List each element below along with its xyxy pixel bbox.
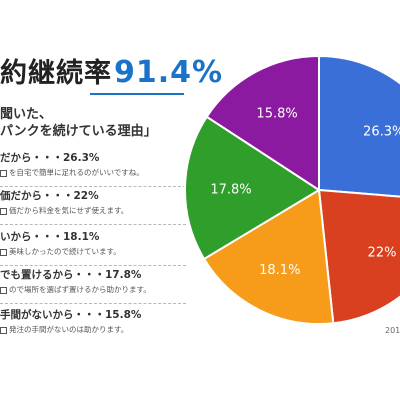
pie-slice-label: 18.1% [259,263,300,278]
checkbox-icon [0,326,7,334]
pie-slice-label: 15.8% [256,107,297,122]
headline-underline [90,93,184,95]
reason-desc-text: を自宅で簡単に足れるのがいいですね。 [9,168,144,177]
reason-desc-text: 美味しかったので続けています。 [9,247,121,256]
subtitle: 聞いた、 パンクを続けている理由」 [0,107,157,139]
reason-item: いから・・・18.1% 美味しかったので続けています。 [0,231,121,257]
pie-slice-label: 26.3% [363,124,400,139]
reason-desc-text: 価だから料金を気にせず使えます。 [9,206,129,215]
reason-desc-text: ので場所を選ばず置けるから助かります。 [9,285,151,294]
reason-main: 手間がないから・・・15.8% [0,309,142,321]
headline-prefix: 約継続率 [0,58,112,89]
pie-slice [184,115,321,261]
reason-divider [0,303,186,304]
headline: 約継続率91.4% [0,58,223,88]
reason-main: だから・・・26.3% [0,152,100,164]
reason-desc: を自宅で簡単に足れるのがいいですね。 [0,167,144,178]
pie-slice-label: 17.8% [210,182,251,197]
reason-main: いから・・・18.1% [0,231,100,243]
reason-item: 手間がないから・・・15.8% 発注の手間がないのは助かります。 [0,309,141,335]
checkbox-icon [0,207,7,215]
reason-desc: 美味しかったので続けています。 [0,246,121,257]
pie-slice [205,54,320,192]
pie-slice-label: 22% [368,245,397,260]
reason-item: でも置けるから・・・17.8% ので場所を選ばず置けるから助かります。 [0,269,151,295]
pie-slice [202,188,335,325]
headline-value: 91.4% [114,55,224,90]
checkbox-icon [0,286,7,294]
reason-divider [0,186,186,187]
reason-main: 価だから・・・22% [0,190,99,202]
pie-slice [318,54,400,198]
reason-desc-text: 発注の手間がないのは助かります。 [9,325,129,334]
reason-desc: 発注の手間がないのは助かります。 [0,324,141,335]
checkbox-icon [0,169,7,177]
reason-divider [0,224,186,225]
reason-item: 価だから・・・22% 価だから料金を気にせず使えます。 [0,190,128,216]
reason-desc: 価だから料金を気にせず使えます。 [0,205,128,216]
reason-divider [0,265,186,266]
checkbox-icon [0,248,7,256]
pie-slice [317,188,400,325]
reason-main: でも置けるから・・・17.8% [0,269,142,281]
reason-item: だから・・・26.3% を自宅で簡単に足れるのがいいですね。 [0,152,144,178]
reason-desc: ので場所を選ばず置けるから助かります。 [0,284,151,295]
year-label: 201 [385,326,400,335]
